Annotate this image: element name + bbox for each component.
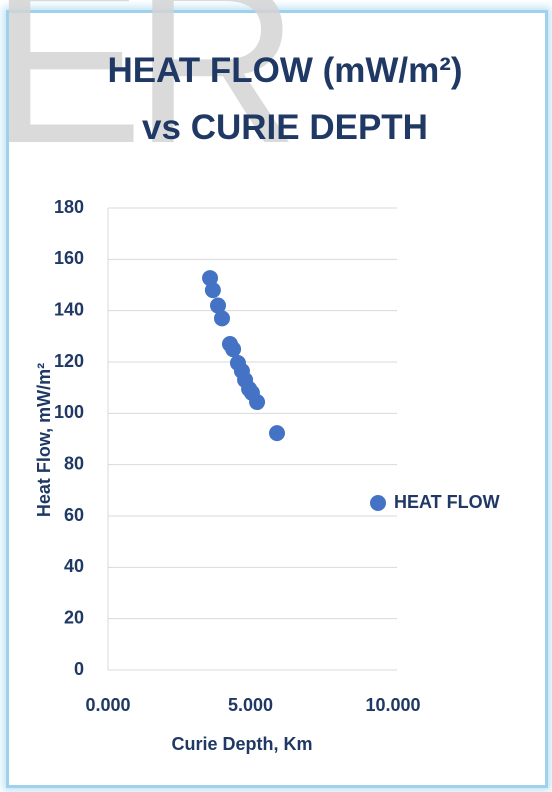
y-tick-label: 40 (64, 556, 84, 576)
watermark: ER (0, 0, 299, 191)
y-tick-label: 140 (54, 299, 84, 319)
y-tick-label: 20 (64, 607, 84, 627)
legend-label: HEAT FLOW (394, 492, 500, 512)
y-tick-label: 100 (54, 402, 84, 422)
chart-frame (6, 10, 548, 788)
y-tick-label: 120 (54, 351, 84, 371)
y-tick-label: 60 (64, 505, 84, 525)
x-tick-label: 10.000 (365, 695, 420, 715)
y-tick-label: 160 (54, 248, 84, 268)
point (269, 425, 286, 442)
point (204, 282, 221, 299)
point (225, 341, 242, 358)
point (202, 270, 219, 287)
x-tick-label: 0.000 (85, 695, 130, 715)
x-tick-label: 5.000 (228, 695, 273, 715)
y-axis-label: Heat Flow, mW/m² (34, 363, 54, 517)
chart-title: HEAT FLOW (mW/m²) vs CURIE DEPTH (107, 51, 463, 147)
y-tick-label: 180 (54, 197, 84, 217)
point (249, 394, 266, 411)
point (214, 310, 230, 327)
legend-marker (370, 495, 386, 511)
x-axis-label: Curie Depth, Km (171, 734, 312, 754)
y-tick-label: 80 (64, 453, 84, 473)
y-tick-label: 0 (74, 659, 84, 679)
point (210, 297, 227, 314)
